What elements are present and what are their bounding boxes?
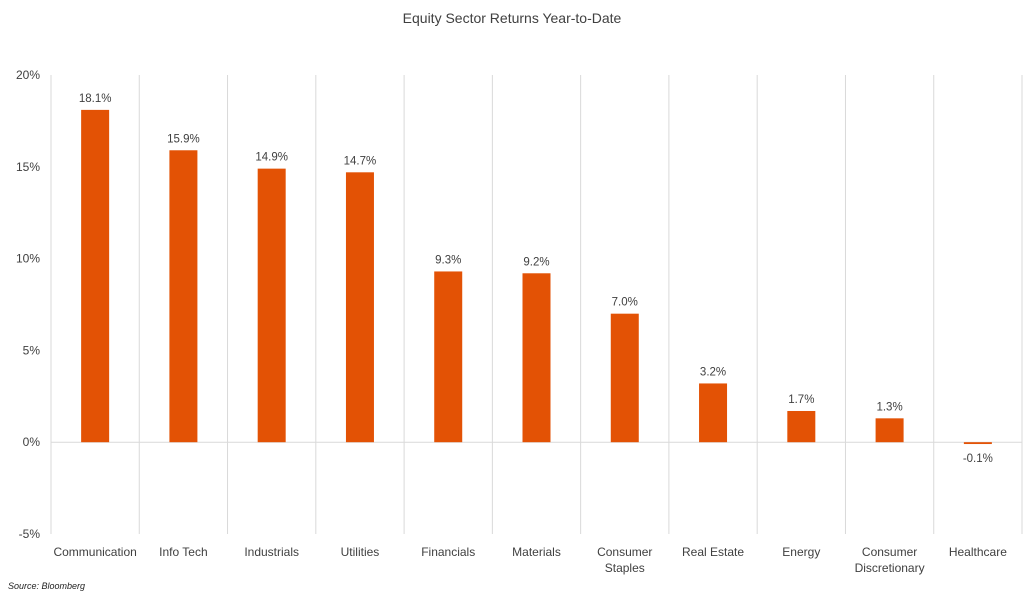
data-label: 9.3% — [435, 254, 461, 266]
y-tick-label: -5% — [19, 527, 41, 541]
x-tick-label: Staples — [605, 561, 645, 575]
x-tick-label: Communication — [53, 545, 136, 559]
bar — [169, 150, 198, 443]
y-tick-label: 5% — [23, 343, 41, 357]
data-label: 1.3% — [876, 401, 902, 413]
x-tick-label: Healthcare — [949, 545, 1007, 559]
bar — [787, 410, 816, 443]
bar — [434, 271, 463, 443]
x-tick-label: Industrials — [244, 545, 299, 559]
data-label: 7.0% — [612, 297, 638, 309]
data-labels: 18.1% 15.9% 14.9% 14.7% 9.3% 9.2% 7.0% 3.2% 1.7%… — [79, 93, 993, 465]
data-label: 3.2% — [700, 366, 726, 378]
data-label: 18.1% — [79, 93, 112, 105]
bar — [875, 418, 904, 443]
x-tick-label: Utilities — [341, 545, 380, 559]
x-tick-label: Real Estate — [682, 545, 744, 559]
x-axis: Communication Info Tech Industrials Utiliti… — [53, 545, 1007, 575]
grid-layer — [50, 75, 1023, 534]
bars — [81, 109, 992, 445]
bar — [699, 383, 728, 443]
data-label: 14.9% — [255, 152, 288, 164]
data-label: -0.1% — [963, 453, 993, 465]
x-tick-label: Financials — [421, 545, 475, 559]
data-label: 1.7% — [788, 394, 814, 406]
bar — [257, 168, 286, 443]
bar — [345, 172, 374, 443]
x-tick-label: Consumer — [862, 545, 917, 559]
source-note: Source: Bloomberg — [8, 581, 86, 591]
y-axis: -5% 0% 5% 10% 15% 20% — [16, 68, 40, 541]
x-tick-label: Consumer — [597, 545, 652, 559]
chart-title: Equity Sector Returns Year-to-Date — [402, 10, 622, 26]
y-tick-label: 0% — [23, 435, 41, 449]
data-label: 15.9% — [167, 133, 200, 145]
y-tick-label: 15% — [16, 160, 40, 174]
x-tick-label: Info Tech — [159, 545, 207, 559]
bar — [81, 109, 110, 443]
data-label: 14.7% — [344, 155, 377, 167]
y-tick-label: 20% — [16, 68, 40, 82]
y-tick-label: 10% — [16, 252, 40, 266]
x-tick-label: Materials — [512, 545, 561, 559]
bar — [610, 313, 639, 443]
data-label: 9.2% — [523, 256, 549, 268]
bar — [522, 273, 551, 443]
bar — [963, 442, 992, 445]
x-tick-label: Energy — [782, 545, 820, 559]
x-tick-label: Discretionary — [855, 561, 925, 575]
